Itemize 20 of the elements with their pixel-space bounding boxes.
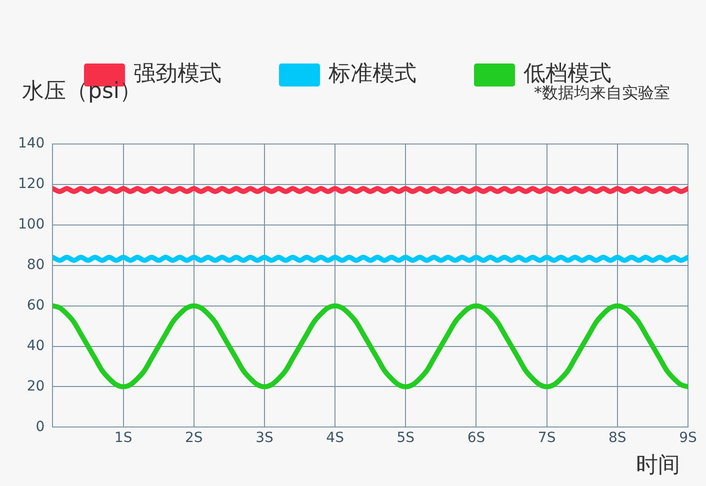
x-tick-label: 6S <box>467 430 486 446</box>
y-tick-label: 140 <box>18 136 45 152</box>
x-tick-label: 3S <box>256 430 274 446</box>
y-tick-label: 40 <box>26 338 45 354</box>
x-tick-label: 1S <box>114 430 132 446</box>
legend-label: 标准模式 <box>328 62 416 87</box>
y-tick-label: 60 <box>26 297 45 314</box>
y-tick-label: 20 <box>26 378 45 394</box>
x-tick-label: 5S <box>396 430 415 446</box>
x-tick-label: 9S <box>679 430 698 446</box>
y-tick-label: 120 <box>18 176 45 192</box>
y-tick-label: 0 <box>36 418 45 435</box>
x-tick-label: 2S <box>184 430 203 446</box>
x-tick-label: 8S <box>608 430 626 446</box>
x-tick-label: 7S <box>538 430 556 446</box>
x-axis-title: 时间 <box>636 453 680 478</box>
y-tick-label: 100 <box>18 216 45 233</box>
text: *数据均来自实验室 <box>534 83 670 102</box>
x-tick-label: 4S <box>326 430 344 446</box>
y-tick-label: 80 <box>26 257 45 274</box>
